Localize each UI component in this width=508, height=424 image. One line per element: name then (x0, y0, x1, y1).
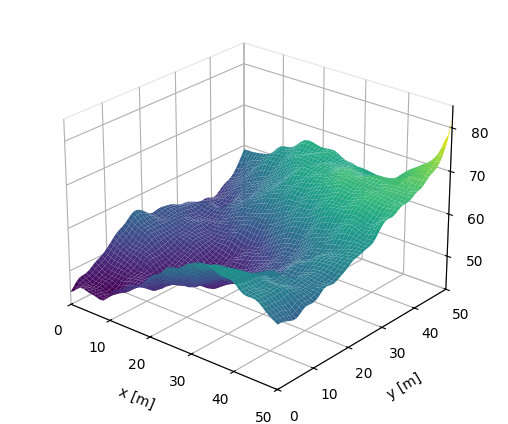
Y-axis label: y [m]: y [m] (385, 371, 424, 402)
X-axis label: x [m]: x [m] (117, 385, 156, 412)
